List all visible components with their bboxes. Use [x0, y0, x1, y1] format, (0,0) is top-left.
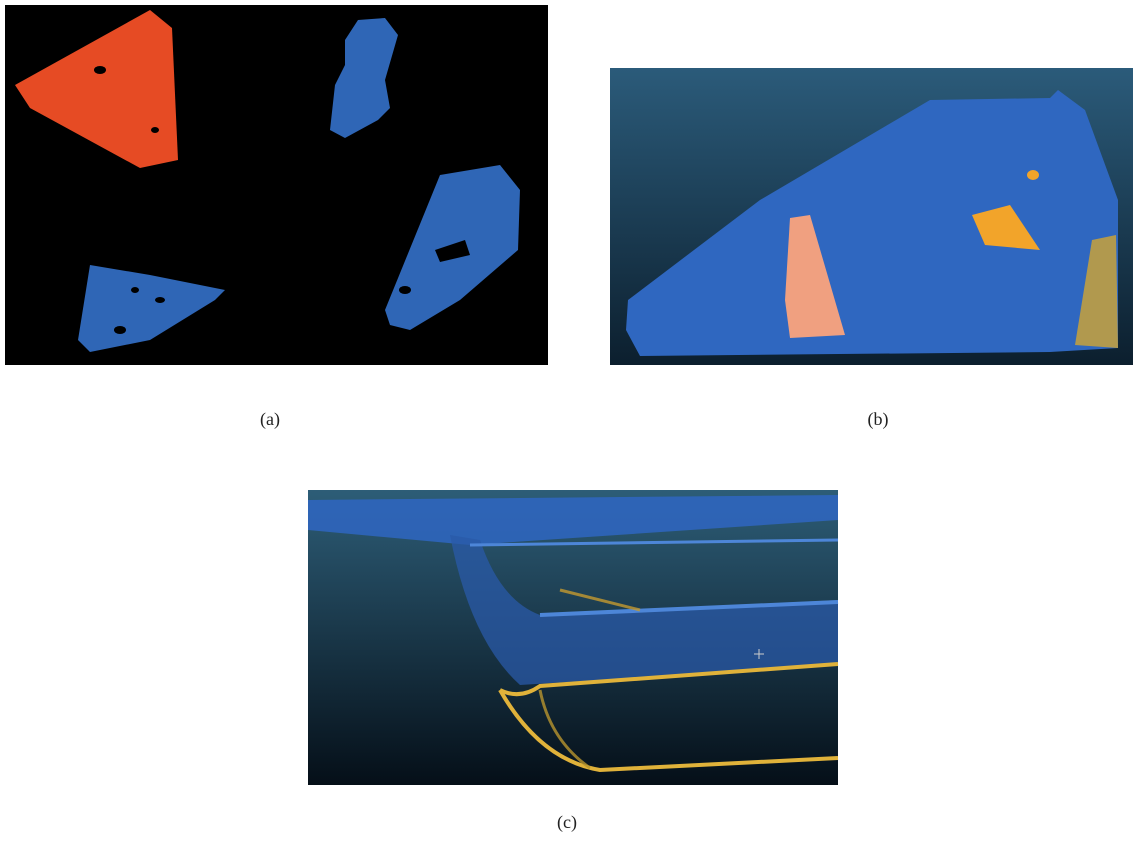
figure: (a) (b) (c)	[0, 0, 1134, 864]
point-cloud-orange	[1027, 170, 1039, 180]
hole	[65, 42, 75, 48]
hole	[155, 297, 165, 303]
hole	[151, 127, 159, 133]
panel-b	[610, 68, 1133, 365]
hole	[131, 287, 139, 293]
caption: (a)	[260, 409, 280, 430]
panel-a	[5, 5, 548, 365]
hole	[94, 66, 106, 74]
hole	[114, 326, 126, 334]
caption: (c)	[557, 812, 577, 833]
hole	[399, 286, 411, 294]
caption: (b)	[868, 409, 889, 430]
panel-c	[308, 490, 838, 785]
page: (a) (b) (c) (() => { const data = JSON.p…	[0, 0, 1134, 864]
